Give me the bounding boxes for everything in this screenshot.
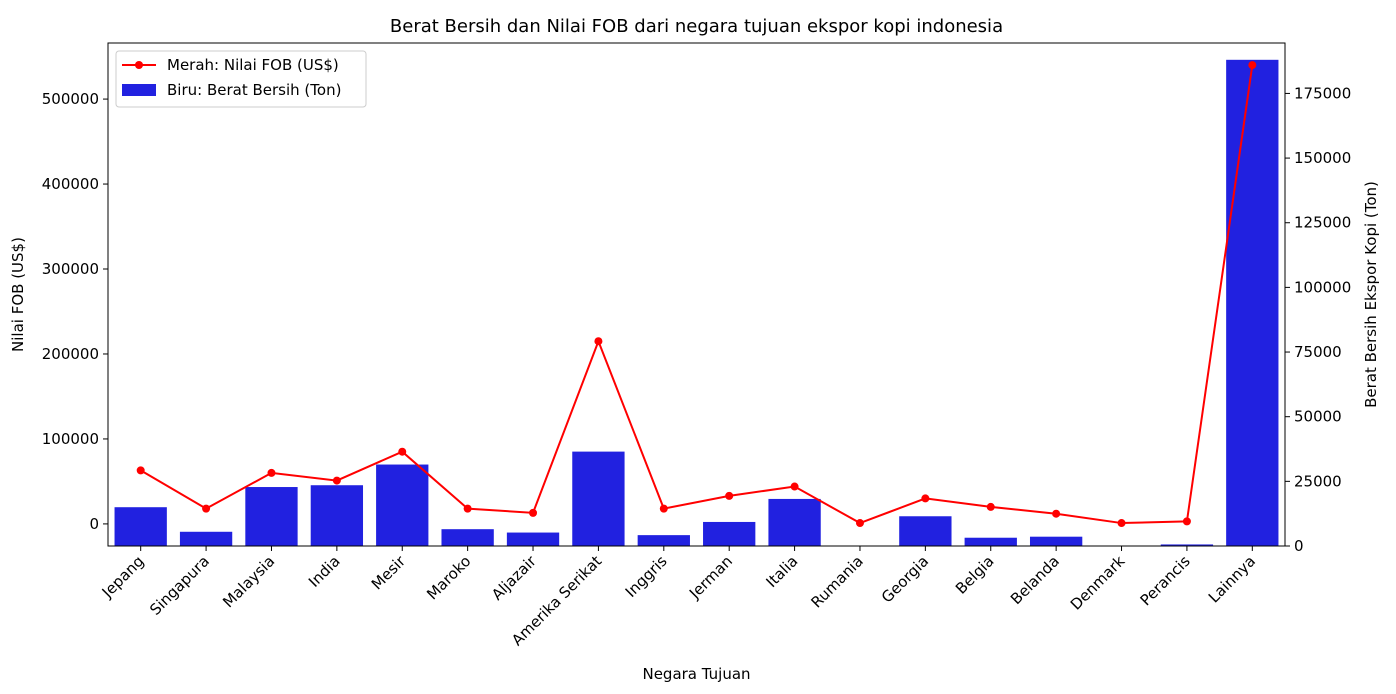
chart-title: Berat Bersih dan Nilai FOB dari negara t… xyxy=(390,16,1003,37)
fob-point-belanda xyxy=(1052,509,1061,518)
right-tick-label: 25000 xyxy=(1294,472,1342,490)
x-tick-label: Jerman xyxy=(685,552,736,603)
legend: Merah: Nilai FOB (US$) Biru: Berat Bersi… xyxy=(115,50,367,108)
fob-point-malaysia xyxy=(267,468,276,477)
fob-point-georgia xyxy=(921,494,930,503)
bar-belgia xyxy=(964,537,1017,546)
x-tick-label: Georgia xyxy=(878,552,932,606)
bar-inggris xyxy=(637,535,690,546)
x-tick-label: Maroko xyxy=(423,552,474,603)
legend-box xyxy=(115,50,367,108)
x-tick-label: Aljazair xyxy=(488,552,540,604)
fob-point-mesir xyxy=(398,447,407,456)
fob-point-perancis xyxy=(1182,517,1191,526)
x-tick-label: Malaysia xyxy=(219,552,278,611)
x-tick-label: Italia xyxy=(762,552,801,591)
fob-point-india xyxy=(332,476,341,485)
legend-line-marker xyxy=(135,61,143,69)
right-tick-label: 0 xyxy=(1294,537,1304,555)
left-axis-title: Nilai FOB (US$) xyxy=(9,237,27,352)
bar-malaysia xyxy=(245,487,298,546)
legend-bar-swatch xyxy=(122,84,156,96)
x-tick-label: Belgia xyxy=(952,552,998,598)
right-tick-label: 50000 xyxy=(1294,408,1342,426)
bar-singapura xyxy=(179,531,233,546)
x-tick-label: India xyxy=(305,552,344,591)
right-tick-label: 150000 xyxy=(1294,149,1351,167)
left-tick-label: 500000 xyxy=(42,90,99,108)
bar-belanda xyxy=(1029,536,1083,546)
right-tick-label: 175000 xyxy=(1294,84,1351,102)
bar-perancis xyxy=(1160,544,1214,546)
bar-georgia xyxy=(899,516,952,546)
left-tick-label: 400000 xyxy=(42,175,99,193)
bar-jerman xyxy=(703,521,756,546)
fob-point-lainnya xyxy=(1248,61,1257,70)
fob-point-belgia xyxy=(986,502,995,511)
fob-point-inggris xyxy=(659,504,668,513)
left-tick-label: 100000 xyxy=(42,430,99,448)
plot-frame xyxy=(107,42,1286,547)
x-tick-label: Belanda xyxy=(1007,552,1063,608)
x-axis-title: Negara Tujuan xyxy=(642,665,750,683)
x-tick-label: Inggris xyxy=(622,552,671,601)
x-tick-label: Mesir xyxy=(368,552,410,594)
bar-amerika-serikat xyxy=(572,451,625,546)
right-tick-label: 75000 xyxy=(1294,343,1342,361)
bar-jepang xyxy=(114,507,167,546)
fob-point-jerman xyxy=(725,491,734,500)
bar-maroko xyxy=(441,529,494,546)
right-axis: 0 25000 50000 75000 100000 125000 150000 175000 xyxy=(1285,84,1351,555)
bar-lainnya xyxy=(1226,59,1279,547)
left-tick-label: 300000 xyxy=(42,260,99,278)
right-tick-label: 125000 xyxy=(1294,214,1351,232)
left-axis: 0 100000 200000 300000 400000 500000 xyxy=(42,90,108,533)
fob-point-maroko xyxy=(463,504,472,513)
legend-line-label: Merah: Nilai FOB (US$) xyxy=(167,56,339,74)
fob-point-rumania xyxy=(855,519,864,528)
fob-point-jepang xyxy=(136,466,145,475)
bar-india xyxy=(310,485,364,546)
fob-point-aljazair xyxy=(529,508,538,517)
fob-point-singapura xyxy=(202,504,211,513)
right-tick-label: 100000 xyxy=(1294,278,1351,296)
x-tick-label: Perancis xyxy=(1137,552,1194,609)
x-tick-label: Singapura xyxy=(146,552,213,619)
bar-aljazair xyxy=(506,532,560,546)
x-tick-label: Denmark xyxy=(1067,552,1129,614)
legend-bar-label: Biru: Berat Bersih (Ton) xyxy=(167,81,341,99)
fob-point-italia xyxy=(790,482,799,491)
x-tick-label: Rumania xyxy=(807,552,866,611)
bar-italia xyxy=(768,498,821,546)
line-series xyxy=(136,61,1257,528)
fob-line xyxy=(140,64,1254,525)
fob-point-denmark xyxy=(1117,519,1126,528)
bar-series xyxy=(114,59,1279,547)
right-axis-title: Berat Bersih Ekspor Kopi (Ton) xyxy=(1362,181,1380,408)
left-tick-label: 0 xyxy=(89,515,99,533)
x-tick-label: Jepang xyxy=(98,552,148,602)
x-tick-label: Lainnya xyxy=(1205,552,1259,606)
left-tick-label: 200000 xyxy=(42,345,99,363)
fob-point-amerika-serikat xyxy=(594,337,603,346)
bar-mesir xyxy=(376,464,429,546)
